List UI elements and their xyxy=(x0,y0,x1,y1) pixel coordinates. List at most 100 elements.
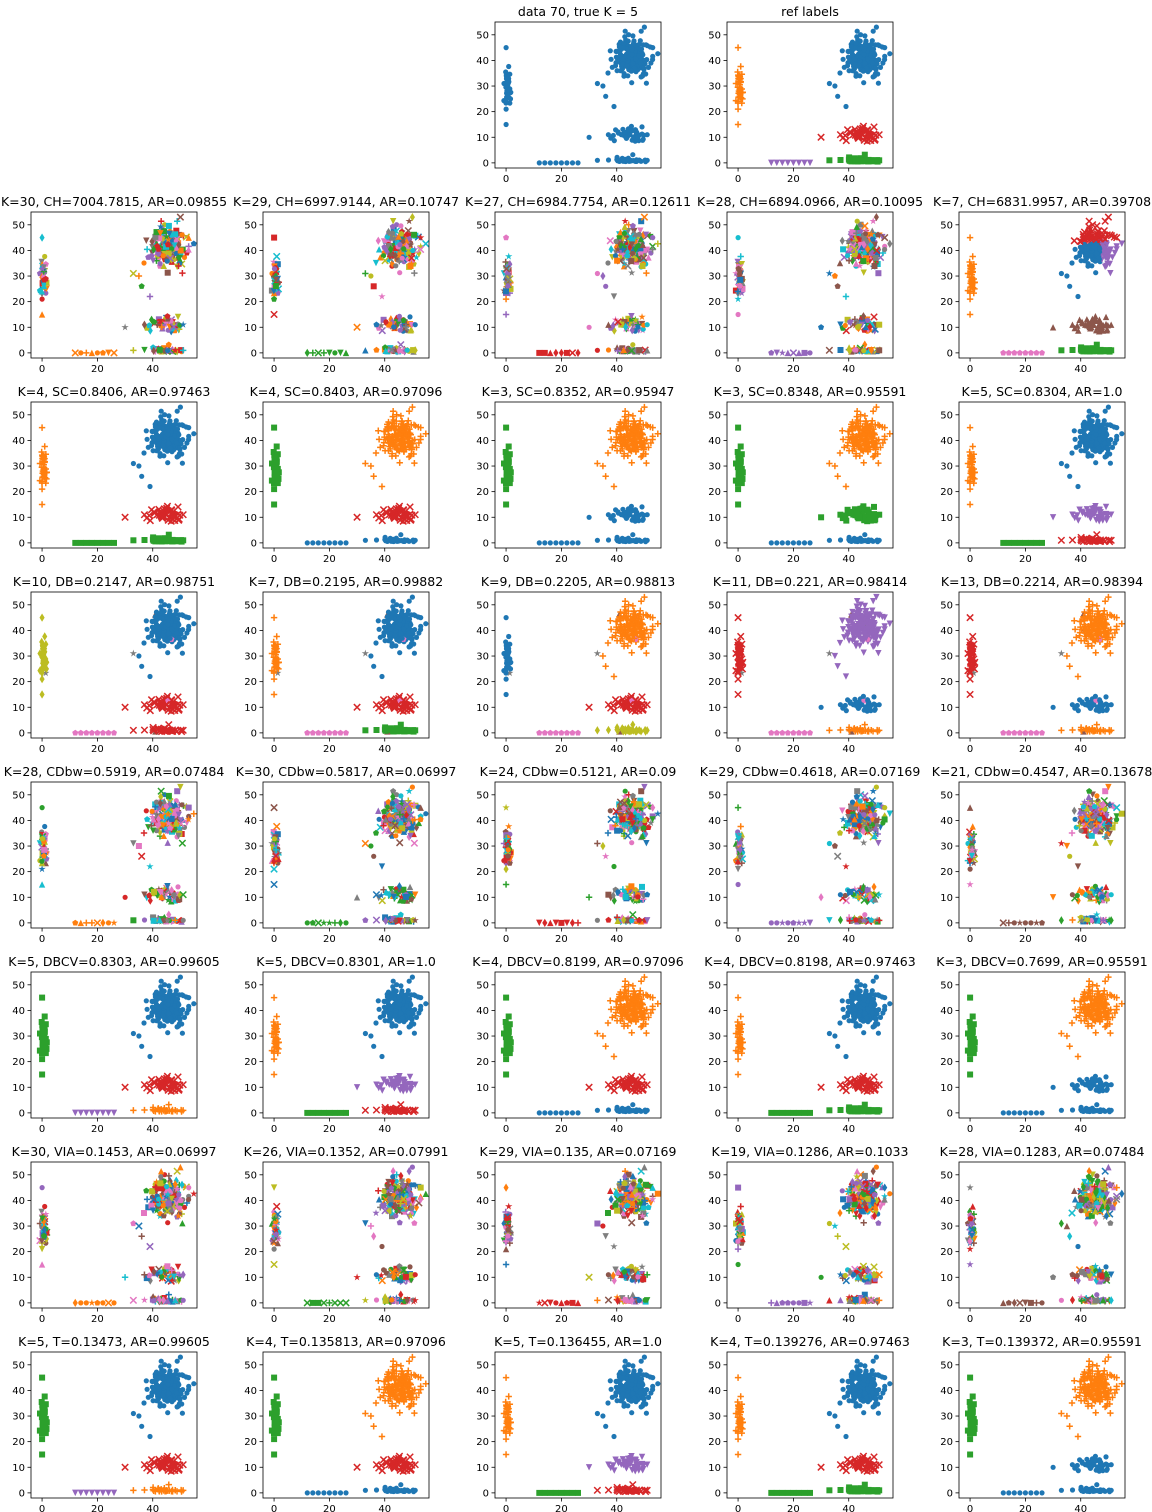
data-point xyxy=(840,56,846,62)
data-point xyxy=(88,729,95,736)
data-point xyxy=(411,269,418,277)
data-point xyxy=(372,700,381,709)
data-point xyxy=(392,633,398,639)
data-point xyxy=(629,52,635,58)
y-tick-label: 50 xyxy=(12,220,25,231)
data-point xyxy=(872,255,879,261)
data-point xyxy=(969,253,976,260)
data-point xyxy=(185,246,192,253)
data-point xyxy=(628,459,635,466)
data-point xyxy=(155,436,162,442)
data-point xyxy=(536,540,542,546)
data-point xyxy=(503,106,509,112)
data-point xyxy=(871,73,878,79)
data-point xyxy=(826,80,833,87)
data-point xyxy=(1105,445,1111,451)
data-point xyxy=(650,56,656,63)
y-tick-label: 0 xyxy=(947,348,953,359)
subplot-title: K=29, CH=6997.9144, AR=0.10747 xyxy=(233,194,459,209)
data-point xyxy=(270,478,277,485)
data-point xyxy=(175,262,182,270)
data-point xyxy=(636,41,642,47)
y-tick-label: 0 xyxy=(19,728,25,739)
data-point xyxy=(643,459,650,467)
data-point xyxy=(563,729,570,736)
data-point xyxy=(966,424,974,431)
scatter-points xyxy=(501,24,661,166)
data-point xyxy=(602,663,609,670)
data-point xyxy=(503,615,509,621)
x-tick-label: 20 xyxy=(787,174,800,185)
data-point xyxy=(842,483,850,490)
data-point xyxy=(151,436,157,443)
data-point xyxy=(191,431,197,437)
data-point xyxy=(158,414,164,420)
data-point xyxy=(271,486,278,493)
data-point xyxy=(143,428,149,434)
data-point xyxy=(270,691,278,698)
data-point xyxy=(273,633,280,640)
data-point xyxy=(628,44,634,50)
x-tick-label: 20 xyxy=(91,364,104,375)
y-tick-label: 20 xyxy=(12,297,25,308)
data-point xyxy=(575,729,581,736)
data-point xyxy=(840,246,847,253)
data-point xyxy=(505,87,511,93)
y-tick-label: 10 xyxy=(476,703,489,714)
data-point xyxy=(643,80,650,86)
data-point xyxy=(594,157,601,163)
data-point xyxy=(605,725,612,735)
data-point xyxy=(506,63,512,70)
data-point xyxy=(174,598,180,604)
data-point xyxy=(1097,436,1103,442)
data-point xyxy=(857,73,863,79)
y-tick-label: 50 xyxy=(476,30,489,41)
data-point xyxy=(177,635,183,641)
data-point xyxy=(735,424,742,431)
data-point xyxy=(639,504,645,510)
data-point xyxy=(332,350,338,356)
data-point xyxy=(42,253,48,260)
subplot-title: K=4, SC=0.8403, AR=0.97096 xyxy=(250,384,443,399)
y-tick-label: 40 xyxy=(708,436,721,447)
y-tick-label: 40 xyxy=(476,626,489,637)
x-tick-label: 0 xyxy=(271,554,277,565)
data-point xyxy=(397,650,403,656)
y-tick-label: 40 xyxy=(12,626,25,637)
data-point xyxy=(372,449,380,457)
data-point xyxy=(1093,460,1099,466)
x-tick-label: 20 xyxy=(787,364,800,375)
data-point xyxy=(1084,346,1091,353)
data-point xyxy=(843,103,849,110)
data-point xyxy=(169,436,175,442)
data-point xyxy=(149,618,155,625)
data-point xyxy=(1022,349,1029,356)
data-point xyxy=(309,729,316,736)
data-point xyxy=(966,501,974,508)
data-point xyxy=(1069,347,1076,353)
data-point xyxy=(166,440,172,447)
data-point xyxy=(790,159,797,167)
y-tick-label: 0 xyxy=(483,728,489,739)
y-tick-label: 50 xyxy=(244,410,257,421)
data-point xyxy=(388,726,395,733)
data-point xyxy=(852,61,858,67)
data-point xyxy=(129,726,138,735)
y-tick-label: 20 xyxy=(244,677,257,688)
data-point xyxy=(638,46,644,52)
data-point xyxy=(796,540,802,546)
data-point xyxy=(629,80,635,86)
data-point xyxy=(826,157,833,164)
data-point xyxy=(38,424,46,431)
data-point xyxy=(966,234,974,241)
data-point xyxy=(164,614,170,620)
data-point xyxy=(633,56,639,62)
data-point xyxy=(585,703,593,711)
scatter-points xyxy=(36,404,197,546)
data-point xyxy=(129,269,138,278)
y-tick-label: 0 xyxy=(19,538,25,549)
